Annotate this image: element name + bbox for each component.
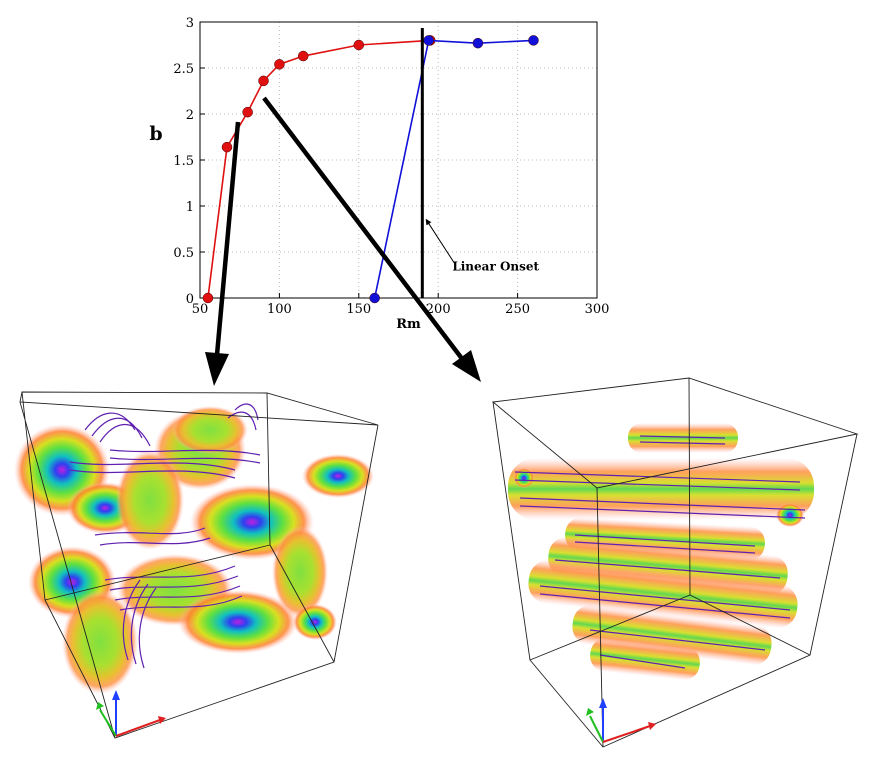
volume-band [590, 637, 700, 681]
data-point [423, 35, 434, 46]
volume-blob [302, 454, 374, 498]
x-tick-label: 200 [426, 302, 451, 317]
field-lines [69, 403, 261, 669]
data-point [202, 292, 214, 304]
volume-band-tip [514, 468, 534, 488]
data-point [472, 37, 484, 49]
data-point [353, 39, 365, 51]
linear-onset-label: Linear Onset [452, 259, 539, 273]
volume-band [572, 605, 772, 665]
x-tick-label: 50 [192, 302, 209, 317]
chart: 50 100 150 200 250 300 0 0.5 1 1.5 2 2.5 3 Rm b Lin… [149, 16, 609, 332]
x-tick-label: 100 [267, 302, 292, 317]
y-axis-label: b [149, 123, 162, 145]
y-tick-label: 2 [186, 108, 194, 123]
arrow-to-right-cube [262, 96, 465, 362]
data-point [221, 141, 233, 153]
volume-blob [62, 590, 138, 694]
y-tick-label: 1 [186, 200, 194, 215]
y-axis-ticks: 0 0.5 1 1.5 2 2.5 3 [173, 16, 205, 307]
y-tick-label: 3 [186, 16, 194, 31]
y-tick-label: 0.5 [173, 246, 194, 261]
y-tick-label: 2.5 [173, 62, 194, 77]
cube-frame [19, 391, 379, 739]
data-point [242, 106, 253, 118]
volume-blob [272, 526, 328, 618]
volume-band [628, 423, 738, 453]
y-tick-label: 1.5 [173, 154, 194, 169]
x-tick-label: 150 [346, 302, 371, 317]
axis-triad [586, 698, 656, 743]
right-volume-rendering [491, 377, 859, 748]
arrow-to-right-cube-head [452, 350, 481, 382]
data-point [258, 75, 269, 87]
x-tick-label: 250 [505, 302, 530, 317]
pointer-arrows [205, 96, 481, 386]
data-point [297, 50, 309, 62]
arrow-to-left-cube [213, 121, 241, 367]
left-volume-rendering [14, 391, 379, 739]
volume-band [508, 458, 814, 520]
x-tick-label: 300 [585, 302, 610, 317]
series-layer [202, 35, 539, 304]
field-lines [514, 435, 806, 669]
volume-blob [172, 406, 248, 454]
volume-blob [116, 450, 184, 550]
series-line-0 [207, 39, 431, 299]
volume-blob [293, 604, 337, 640]
linear-onset-pointer [425, 218, 455, 264]
series-line-1 [373, 39, 534, 299]
data-point [274, 59, 285, 70]
cube-frame [491, 377, 859, 748]
volume-band-tip [776, 503, 804, 527]
grid-lines [200, 22, 597, 298]
y-tick-label: 0 [186, 292, 194, 307]
plot-frame [199, 21, 598, 299]
data-point [528, 35, 539, 46]
x-axis-label: Rm [396, 317, 421, 332]
arrow-to-left-cube-head [205, 352, 229, 386]
axis-triad [96, 690, 166, 737]
x-axis-ticks: 50 100 150 200 250 300 [192, 293, 610, 317]
volume-band [528, 559, 798, 629]
data-point [369, 292, 380, 304]
